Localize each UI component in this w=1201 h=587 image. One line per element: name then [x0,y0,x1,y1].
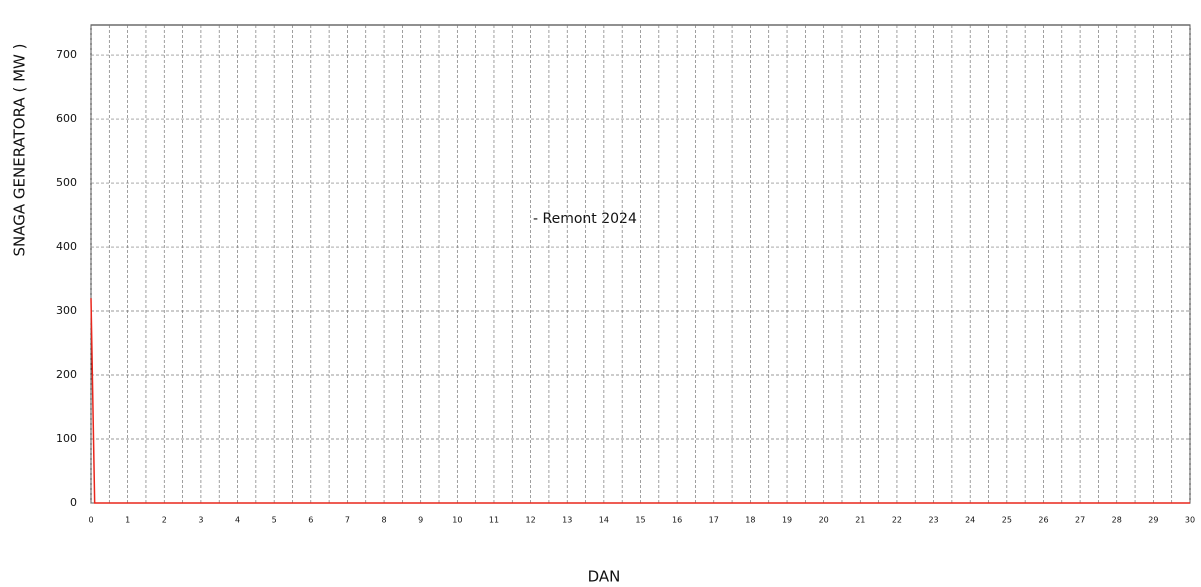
x-tick-label: 17 [709,516,719,525]
y-tick-label: 400 [56,240,77,253]
y-tick-label: 500 [56,176,77,189]
x-tick-label: 16 [672,516,682,525]
x-tick-label: 18 [745,516,755,525]
x-tick-label: 4 [235,516,240,525]
x-axis-label: DAN [588,568,621,586]
x-tick-label: 2 [162,516,167,525]
x-tick-label: 20 [819,516,829,525]
y-tick-label: 0 [70,496,77,509]
y-tick-label: 100 [56,432,77,445]
x-tick-label: 14 [599,516,609,525]
x-tick-label: 1 [125,516,130,525]
y-tick-label: 300 [56,304,77,317]
x-tick-label: 3 [198,516,203,525]
x-tick-label: 30 [1185,516,1195,525]
x-tick-label: 5 [272,516,277,525]
x-tick-label: 11 [489,516,499,525]
y-tick-label: 700 [56,48,77,61]
x-tick-label: 19 [782,516,792,525]
x-tick-label: 15 [635,516,645,525]
x-tick-label: 27 [1075,516,1085,525]
x-tick-label: 9 [418,516,423,525]
x-tick-label: 24 [965,516,975,525]
data-line [90,298,1190,504]
annotation: - Remont 2024 [533,211,637,227]
x-tick-label: 23 [928,516,938,525]
x-tick-label: 29 [1148,516,1158,525]
x-tick-label: 6 [308,516,313,525]
x-tick-label: 10 [452,516,462,525]
x-tick-label: 22 [892,516,902,525]
y-tick-label: 200 [56,368,77,381]
y-axis-label: SNAGA GENERATORA ( MW ) [11,44,29,257]
x-tick-label: 13 [562,516,572,525]
x-tick-label: 8 [382,516,387,525]
x-tick-label: 21 [855,516,865,525]
x-tick-label: 12 [526,516,536,525]
y-tick-label: 600 [56,112,77,125]
x-tick-label: 28 [1112,516,1122,525]
x-tick-label: 26 [1038,516,1048,525]
x-tick-label: 25 [1002,516,1012,525]
x-tick-label: 0 [88,516,93,525]
x-tick-label: 7 [345,516,350,525]
